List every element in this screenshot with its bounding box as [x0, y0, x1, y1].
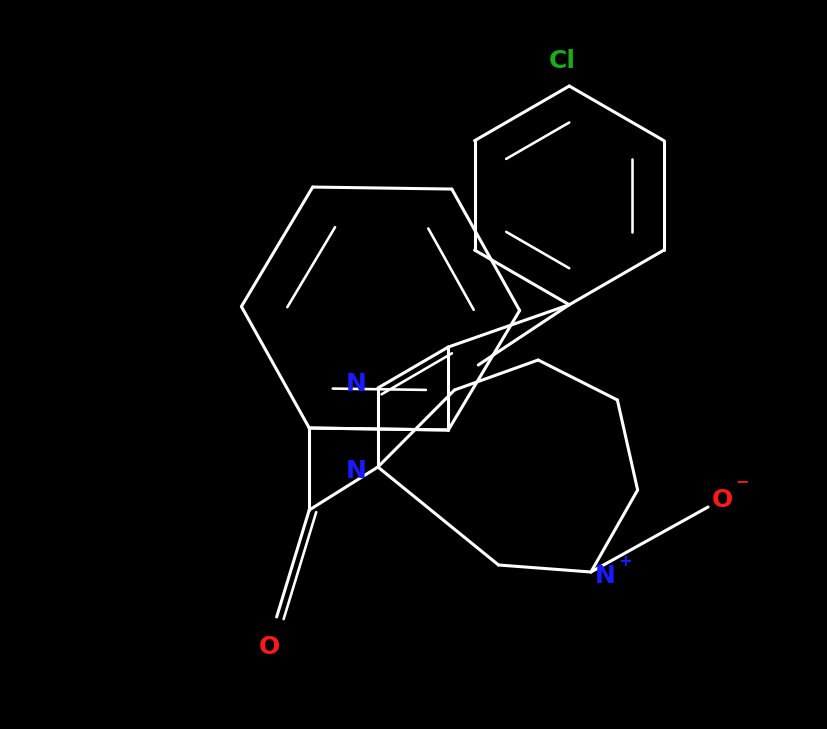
Text: Cl: Cl — [547, 49, 575, 72]
Text: O: O — [711, 488, 732, 512]
Text: N: N — [346, 459, 366, 483]
Text: −: − — [734, 474, 748, 489]
Text: N: N — [594, 564, 614, 588]
Text: O: O — [258, 635, 280, 659]
Text: N: N — [346, 373, 366, 397]
Text: +: + — [617, 553, 631, 569]
